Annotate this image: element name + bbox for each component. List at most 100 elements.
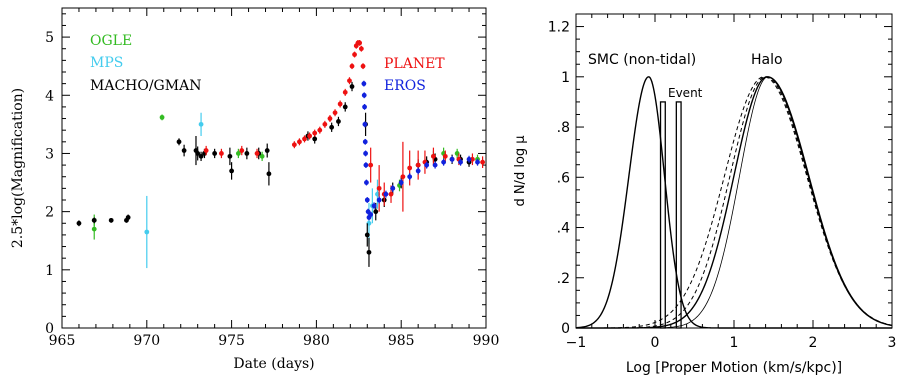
data-point [400, 174, 406, 180]
legend-eros: EROS [384, 78, 426, 94]
proper-motion-chart: −1 0 1 2 30.2.4.6.811.2 Log [Proper Motion (… [513, 13, 897, 376]
data-point [342, 89, 348, 95]
legend-macho-gman: MACHO/GMAN [90, 78, 201, 94]
pm-x-tick-label: 2 [809, 335, 818, 351]
pm-x-tick-label: −1 [566, 335, 587, 351]
data-point [235, 151, 241, 156]
data-point [362, 104, 367, 110]
data-point [376, 197, 382, 203]
data-point [371, 203, 377, 209]
pm-y-tick-label: .4 [557, 221, 570, 237]
data-point [291, 142, 297, 148]
data-point [470, 156, 475, 162]
data-point [368, 212, 374, 217]
data-point [431, 153, 436, 159]
data-point [383, 191, 389, 197]
proper-motion-y-label: d N/d log μ [513, 135, 528, 206]
pm-x-tick-label: 3 [888, 335, 897, 351]
data-point [415, 168, 421, 174]
data-point [312, 136, 318, 142]
distribution-curve [576, 76, 893, 329]
distribution-curve [576, 76, 893, 329]
pm-x-tick-label: 1 [730, 335, 739, 351]
lightcurve-x-tick-label: 980 [303, 333, 330, 349]
annotation-smc: SMC (non-tidal) [588, 52, 696, 68]
data-point [264, 148, 270, 153]
lightcurve-y-tick-label: 1 [45, 263, 54, 279]
data-point [364, 232, 370, 238]
lightcurve-x-tick-label: 965 [49, 333, 76, 349]
lightcurve-points [76, 40, 486, 269]
data-point [480, 159, 486, 165]
data-point [349, 63, 355, 69]
data-point [176, 139, 182, 145]
data-point [349, 84, 355, 89]
data-point [458, 159, 463, 165]
data-point [322, 121, 328, 127]
data-point [91, 226, 97, 232]
pm-y-tick-label: .8 [557, 120, 570, 136]
data-point [357, 40, 363, 46]
data-point [302, 136, 307, 142]
data-point [441, 159, 446, 165]
series-macho-gman [76, 81, 472, 267]
lightcurve-y-tick-label: 3 [45, 146, 54, 162]
series-ogle [91, 114, 480, 240]
data-point [368, 162, 374, 168]
data-point [181, 148, 187, 153]
lightcurve-ticks [61, 8, 487, 329]
pm-y-tick-label: .2 [557, 271, 570, 287]
data-point [363, 162, 369, 168]
lightcurve-y-tick-label: 0 [45, 321, 54, 337]
lightcurve-y-tick-label: 2 [45, 205, 54, 221]
lightcurve-chart: 965 970 975 980 985 990 0 1 2 3 4 5 Date (days) 2.5… [10, 7, 499, 372]
series-mps [144, 112, 380, 269]
data-point [364, 180, 369, 185]
distribution-curve [576, 76, 893, 329]
data-point [76, 220, 82, 226]
proper-motion-curves [575, 76, 893, 329]
lightcurve-x-tick-label: 990 [473, 333, 500, 349]
data-point [332, 110, 338, 116]
lightcurve-tick-labels: 965 970 975 980 985 990 0 1 2 3 4 5 [45, 30, 499, 349]
data-point [424, 162, 430, 168]
data-point [432, 162, 438, 168]
data-point [317, 127, 323, 133]
data-point [307, 133, 313, 139]
distribution-curve [575, 76, 892, 329]
data-point [244, 151, 250, 156]
lightcurve-x-label: Date (days) [233, 356, 314, 372]
data-point [442, 153, 448, 159]
data-point [212, 151, 218, 156]
proper-motion-ticks [575, 14, 893, 329]
event-boxes [659, 101, 682, 329]
lightcurve-x-tick-label: 970 [133, 333, 160, 349]
pm-y-tick-label: 1.2 [548, 20, 570, 36]
data-point [144, 229, 150, 235]
data-point [297, 139, 302, 145]
legend-planet: PLANET [384, 56, 445, 72]
data-point [366, 249, 372, 255]
data-point [227, 153, 233, 159]
lightcurve-plot-frame [61, 7, 487, 329]
data-point [239, 148, 245, 153]
data-point [475, 159, 480, 165]
annotation-halo: Halo [751, 52, 783, 68]
data-point [360, 63, 366, 69]
data-point [198, 121, 204, 127]
legend-ogle: OGLE [90, 33, 132, 49]
lightcurve-y-tick-label: 4 [45, 88, 54, 104]
data-point [407, 165, 413, 171]
data-point [254, 151, 260, 156]
data-point [415, 162, 421, 168]
data-point [266, 171, 272, 177]
data-point [352, 52, 357, 57]
distribution-curve [576, 76, 893, 329]
lightcurve-x-tick-label: 975 [218, 333, 245, 349]
data-point [407, 174, 413, 180]
lightcurve-y-label: 2.5*log(Magnification) [10, 88, 26, 248]
data-point [376, 185, 382, 191]
data-point [91, 217, 97, 223]
